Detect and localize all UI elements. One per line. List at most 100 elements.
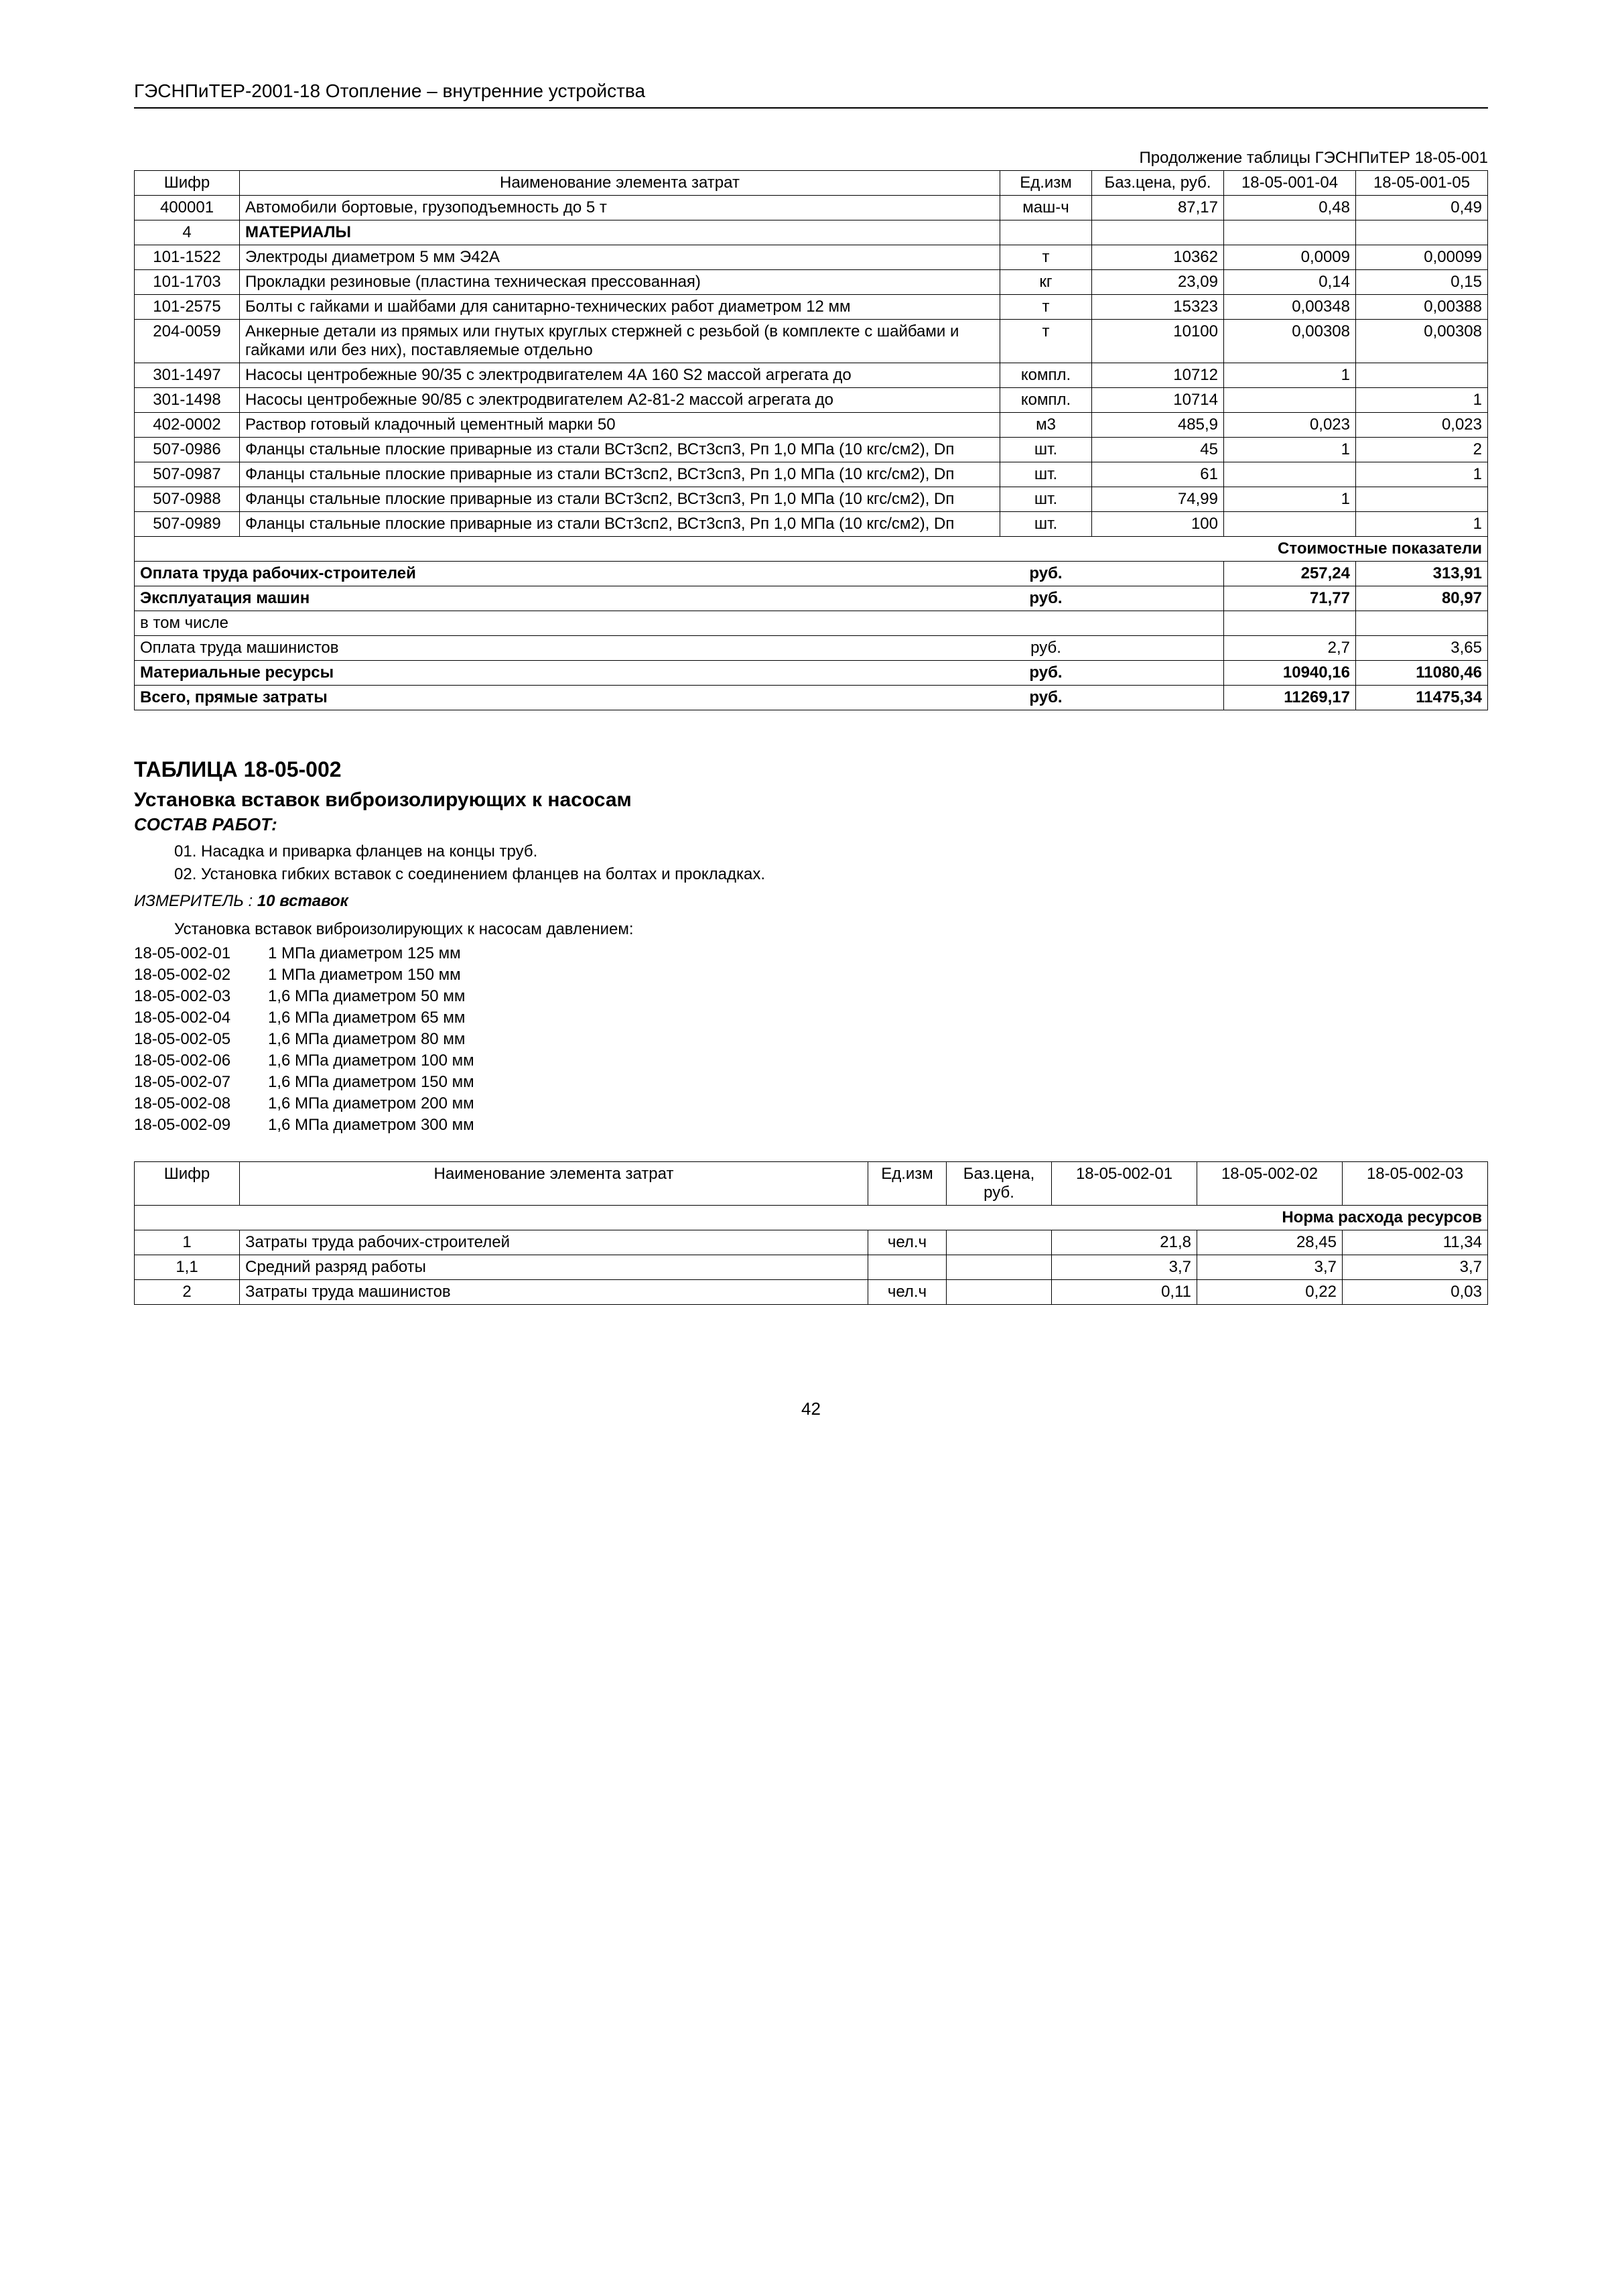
cell-v1 <box>1224 512 1356 537</box>
cell-name: Насосы центробежные 90/85 с электродвига… <box>240 388 1000 413</box>
summary-label: в том числе <box>135 611 1000 636</box>
summary-unit: руб. <box>1000 562 1092 586</box>
summary-v2 <box>1356 611 1488 636</box>
cell-price <box>947 1255 1052 1280</box>
summary-unit <box>1000 611 1092 636</box>
table-2-title: ТАБЛИЦА 18-05-002 <box>134 757 1488 782</box>
cell-price: 23,09 <box>1092 270 1224 295</box>
summary-v1: 10940,16 <box>1224 661 1356 686</box>
summary-blank <box>1092 636 1224 661</box>
variant-row: 18-05-002-041,6 МПа диаметром 65 мм <box>134 1009 1488 1027</box>
cell-price: 100 <box>1092 512 1224 537</box>
page-header: ГЭСНПиТЕР-2001-18 Отопление – внутренние… <box>134 80 1488 109</box>
cell-v1: 0,0009 <box>1224 245 1356 270</box>
cell-cipher: 4 <box>135 220 240 245</box>
cell-name: Насосы центробежные 90/35 с электродвига… <box>240 363 1000 388</box>
cell-price <box>947 1230 1052 1255</box>
cell-v2: 0,00099 <box>1356 245 1488 270</box>
variant-code: 18-05-002-05 <box>134 1030 268 1049</box>
cost-indicators-label: Стоимостные показатели <box>135 537 1488 562</box>
variant-code: 18-05-002-09 <box>134 1116 268 1135</box>
variant-row: 18-05-002-071,6 МПа диаметром 150 мм <box>134 1073 1488 1092</box>
table-row: 301-1497Насосы центробежные 90/35 с элек… <box>135 363 1488 388</box>
cell-v1 <box>1224 462 1356 487</box>
cell-cipher: 507-0986 <box>135 438 240 462</box>
variant-code: 18-05-002-04 <box>134 1009 268 1027</box>
summary-row: Всего, прямые затратыруб.11269,1711475,3… <box>135 686 1488 710</box>
variant-row: 18-05-002-061,6 МПа диаметром 100 мм <box>134 1051 1488 1070</box>
cell-v2 <box>1356 363 1488 388</box>
cell-v1 <box>1224 388 1356 413</box>
summary-label: Оплата труда машинистов <box>135 636 1000 661</box>
cell-price: 15323 <box>1092 295 1224 320</box>
summary-blank <box>1092 661 1224 686</box>
variant-code: 18-05-002-08 <box>134 1094 268 1113</box>
cell-price: 10100 <box>1092 320 1224 363</box>
cell-v1: 1 <box>1224 438 1356 462</box>
cell-name: Фланцы стальные плоские приварные из ста… <box>240 462 1000 487</box>
table-row: 204-0059Анкерные детали из прямых или гн… <box>135 320 1488 363</box>
cell-v2: 3,7 <box>1197 1255 1343 1280</box>
cell-price: 10362 <box>1092 245 1224 270</box>
cell-cipher: 101-2575 <box>135 295 240 320</box>
th2-name: Наименование элемента затрат <box>240 1162 868 1206</box>
cell-v1: 0,14 <box>1224 270 1356 295</box>
cell-name: Прокладки резиновые (пластина техническа… <box>240 270 1000 295</box>
measure-label: ИЗМЕРИТЕЛЬ : 10 вставок <box>134 892 1488 911</box>
table-row: 507-0989Фланцы стальные плоские приварны… <box>135 512 1488 537</box>
table-row: 400001Автомобили бортовые, грузоподъемно… <box>135 196 1488 220</box>
table-2-subtitle: Установка вставок виброизолирующих к нас… <box>134 789 1488 812</box>
th-cipher: Шифр <box>135 171 240 196</box>
cell-v2: 28,45 <box>1197 1230 1343 1255</box>
th2-unit: Ед.изм <box>868 1162 947 1206</box>
summary-v1 <box>1224 611 1356 636</box>
summary-unit: руб. <box>1000 686 1092 710</box>
variant-row: 18-05-002-031,6 МПа диаметром 50 мм <box>134 987 1488 1006</box>
cell-v2: 1 <box>1356 462 1488 487</box>
cell-price <box>1092 220 1224 245</box>
cell-v2: 2 <box>1356 438 1488 462</box>
cell-name: Раствор готовый кладочный цементный марк… <box>240 413 1000 438</box>
continuation-note: Продолжение таблицы ГЭСНПиТЕР 18-05-001 <box>134 149 1488 168</box>
th2-c2: 18-05-002-02 <box>1197 1162 1343 1206</box>
cell-name: Фланцы стальные плоские приварные из ста… <box>240 512 1000 537</box>
cell-v2: 0,00308 <box>1356 320 1488 363</box>
cell-price: 74,99 <box>1092 487 1224 512</box>
summary-unit: руб. <box>1000 636 1092 661</box>
variant-code: 18-05-002-01 <box>134 944 268 963</box>
summary-label: Оплата труда рабочих-строителей <box>135 562 1000 586</box>
work-item: 02. Установка гибких вставок с соединени… <box>174 863 1488 886</box>
variant-desc: 1,6 МПа диаметром 80 мм <box>268 1030 1488 1049</box>
table-row: 101-2575Болты с гайками и шайбами для са… <box>135 295 1488 320</box>
summary-unit: руб. <box>1000 586 1092 611</box>
cell-v3: 3,7 <box>1343 1255 1488 1280</box>
th-col1: 18-05-001-04 <box>1224 171 1356 196</box>
cell-v1: 0,00348 <box>1224 295 1356 320</box>
cell-cipher: 402-0002 <box>135 413 240 438</box>
summary-row: Эксплуатация машинруб.71,7780,97 <box>135 586 1488 611</box>
table-2-header-row: Шифр Наименование элемента затрат Ед.изм… <box>135 1162 1488 1206</box>
variant-row: 18-05-002-081,6 МПа диаметром 200 мм <box>134 1094 1488 1113</box>
summary-v2: 11080,46 <box>1356 661 1488 686</box>
variant-code: 18-05-002-03 <box>134 987 268 1006</box>
cell-unit <box>868 1255 947 1280</box>
table-1-header-row: Шифр Наименование элемента затрат Ед.изм… <box>135 171 1488 196</box>
cell-v1: 0,11 <box>1052 1280 1197 1305</box>
table-row: 101-1703Прокладки резиновые (пластина те… <box>135 270 1488 295</box>
variant-desc: 1,6 МПа диаметром 300 мм <box>268 1116 1488 1135</box>
table-row: 402-0002Раствор готовый кладочный цемент… <box>135 413 1488 438</box>
table-row: 301-1498Насосы центробежные 90/85 с элек… <box>135 388 1488 413</box>
cell-v2 <box>1356 487 1488 512</box>
cell-v1: 0,48 <box>1224 196 1356 220</box>
th-price: Баз.цена, руб. <box>1092 171 1224 196</box>
table-row: 1,1Средний разряд работы3,73,73,7 <box>135 1255 1488 1280</box>
summary-label: Всего, прямые затраты <box>135 686 1000 710</box>
consumption-label-row: Норма расхода ресурсов <box>135 1206 1488 1230</box>
cell-name: Фланцы стальные плоские приварные из ста… <box>240 487 1000 512</box>
cell-unit: шт. <box>1000 487 1092 512</box>
cell-v3: 0,03 <box>1343 1280 1488 1305</box>
summary-blank <box>1092 611 1224 636</box>
cell-name: Автомобили бортовые, грузоподъемность до… <box>240 196 1000 220</box>
variant-row: 18-05-002-091,6 МПа диаметром 300 мм <box>134 1116 1488 1135</box>
cell-price <box>947 1280 1052 1305</box>
